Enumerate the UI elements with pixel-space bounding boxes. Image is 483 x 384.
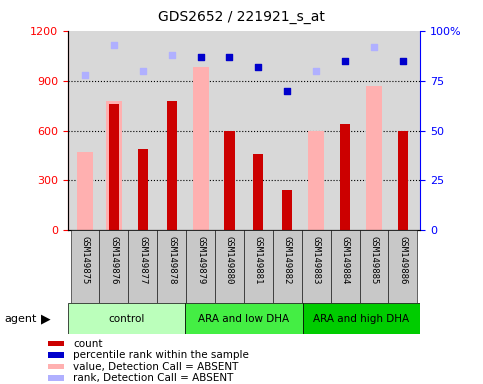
Bar [253, 154, 263, 230]
Point [197, 54, 204, 60]
Bar [273, 230, 302, 303]
Bar [68, 303, 185, 334]
Bar [398, 131, 408, 230]
Text: GSM149879: GSM149879 [196, 236, 205, 285]
Point [370, 44, 378, 50]
Text: control: control [108, 314, 144, 324]
Bar [303, 303, 420, 334]
Bar [48, 353, 64, 358]
Bar [331, 230, 359, 303]
Text: value, Detection Call = ABSENT: value, Detection Call = ABSENT [73, 362, 238, 372]
Text: GSM149881: GSM149881 [254, 236, 263, 285]
Text: GDS2652 / 221921_s_at: GDS2652 / 221921_s_at [158, 10, 325, 23]
Bar [106, 101, 122, 230]
Bar [302, 230, 331, 303]
Point [168, 51, 175, 58]
Text: percentile rank within the sample: percentile rank within the sample [73, 350, 249, 360]
Bar [71, 230, 99, 303]
Text: GSM149886: GSM149886 [398, 236, 407, 285]
Text: GSM149877: GSM149877 [138, 236, 147, 285]
Point [313, 68, 320, 74]
Bar [99, 230, 128, 303]
Bar [244, 230, 273, 303]
Bar [48, 364, 64, 369]
Bar [109, 104, 119, 230]
Bar [308, 131, 324, 230]
Text: GSM149876: GSM149876 [109, 236, 118, 285]
Bar [167, 101, 177, 230]
Text: rank, Detection Call = ABSENT: rank, Detection Call = ABSENT [73, 373, 233, 383]
Point [139, 68, 147, 74]
Bar [157, 230, 186, 303]
Text: GSM149880: GSM149880 [225, 236, 234, 285]
Bar [282, 190, 292, 230]
Text: GSM149878: GSM149878 [167, 236, 176, 285]
Bar [366, 86, 382, 230]
Bar [138, 149, 148, 230]
Text: GSM149875: GSM149875 [81, 236, 89, 285]
Bar [225, 131, 235, 230]
Text: count: count [73, 339, 102, 349]
Text: ARA and low DHA: ARA and low DHA [199, 314, 289, 324]
Point [81, 71, 89, 78]
Bar [193, 67, 209, 230]
Bar [48, 341, 64, 346]
Text: GSM149883: GSM149883 [312, 236, 321, 285]
Text: ▶: ▶ [41, 312, 51, 325]
Text: GSM149882: GSM149882 [283, 236, 292, 285]
Bar [77, 152, 93, 230]
Bar [215, 230, 244, 303]
Point [110, 41, 118, 48]
Bar [128, 230, 157, 303]
Text: GSM149884: GSM149884 [341, 236, 350, 285]
Text: agent: agent [5, 314, 37, 324]
Bar [48, 376, 64, 381]
Text: ARA and high DHA: ARA and high DHA [313, 314, 410, 324]
Bar [388, 230, 417, 303]
Point [255, 64, 262, 70]
Bar [186, 230, 215, 303]
Bar [340, 124, 350, 230]
Text: GSM149885: GSM149885 [369, 236, 379, 285]
Point [341, 58, 349, 64]
Point [226, 54, 233, 60]
Bar [359, 230, 388, 303]
Bar [185, 303, 303, 334]
Point [399, 58, 407, 64]
Point [284, 88, 291, 94]
